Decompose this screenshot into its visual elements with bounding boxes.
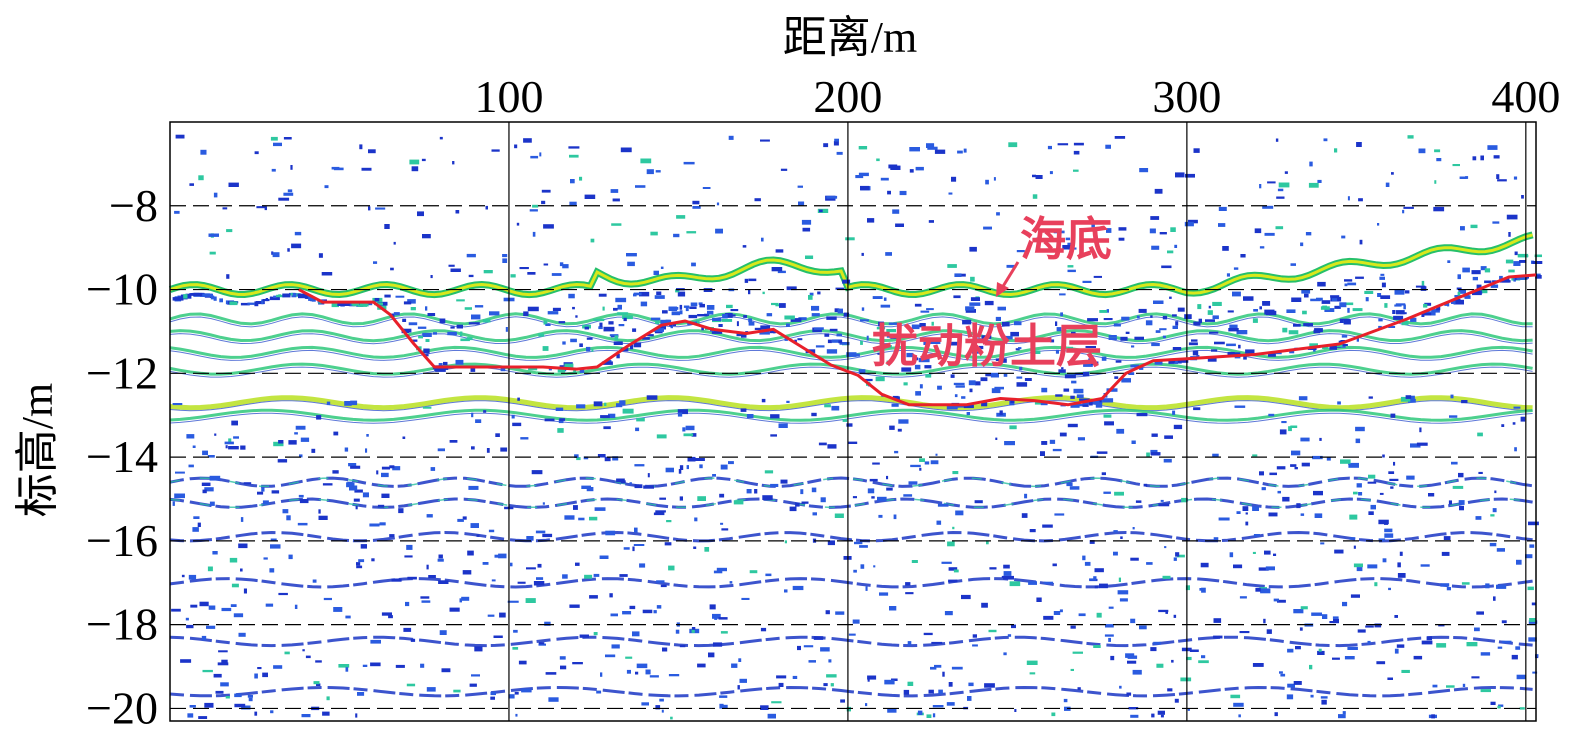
x-tick-label-100: 100 [474, 71, 543, 122]
annotation-arrow-head [996, 282, 1009, 297]
x-tick-label-300: 300 [1152, 71, 1221, 122]
series-line-0 [298, 273, 1537, 407]
y-tick-label--10: −10 [86, 264, 158, 315]
x-axis-title: 距离/m [783, 13, 917, 62]
y-tick-label--16: −16 [86, 515, 158, 566]
series [298, 273, 1537, 407]
y-tick-label--8: −8 [109, 180, 158, 231]
x-tick-label-200: 200 [813, 71, 882, 122]
y-tick-labels: −8 −10 −12 −14 −16 −18 −20 [86, 180, 158, 734]
y-tick-label--20: −20 [86, 682, 158, 733]
plot-frame [169, 121, 1537, 722]
x-tick-labels: 100 200 300 400 [474, 71, 1560, 122]
profile-background [168, 134, 1543, 720]
annotation-arrow-line [1000, 261, 1020, 289]
y-axis-title: 标高/m [13, 383, 62, 517]
y-tick-label--12: −12 [86, 347, 158, 398]
y-tick-label--14: −14 [86, 431, 158, 482]
y-tick-label--18: −18 [86, 599, 158, 650]
annotation-seabed: 海底 [1020, 212, 1112, 266]
annotation-disturbed-silt: 扰动粉土层 [872, 319, 1102, 373]
x-tick-label-400: 400 [1491, 71, 1560, 122]
